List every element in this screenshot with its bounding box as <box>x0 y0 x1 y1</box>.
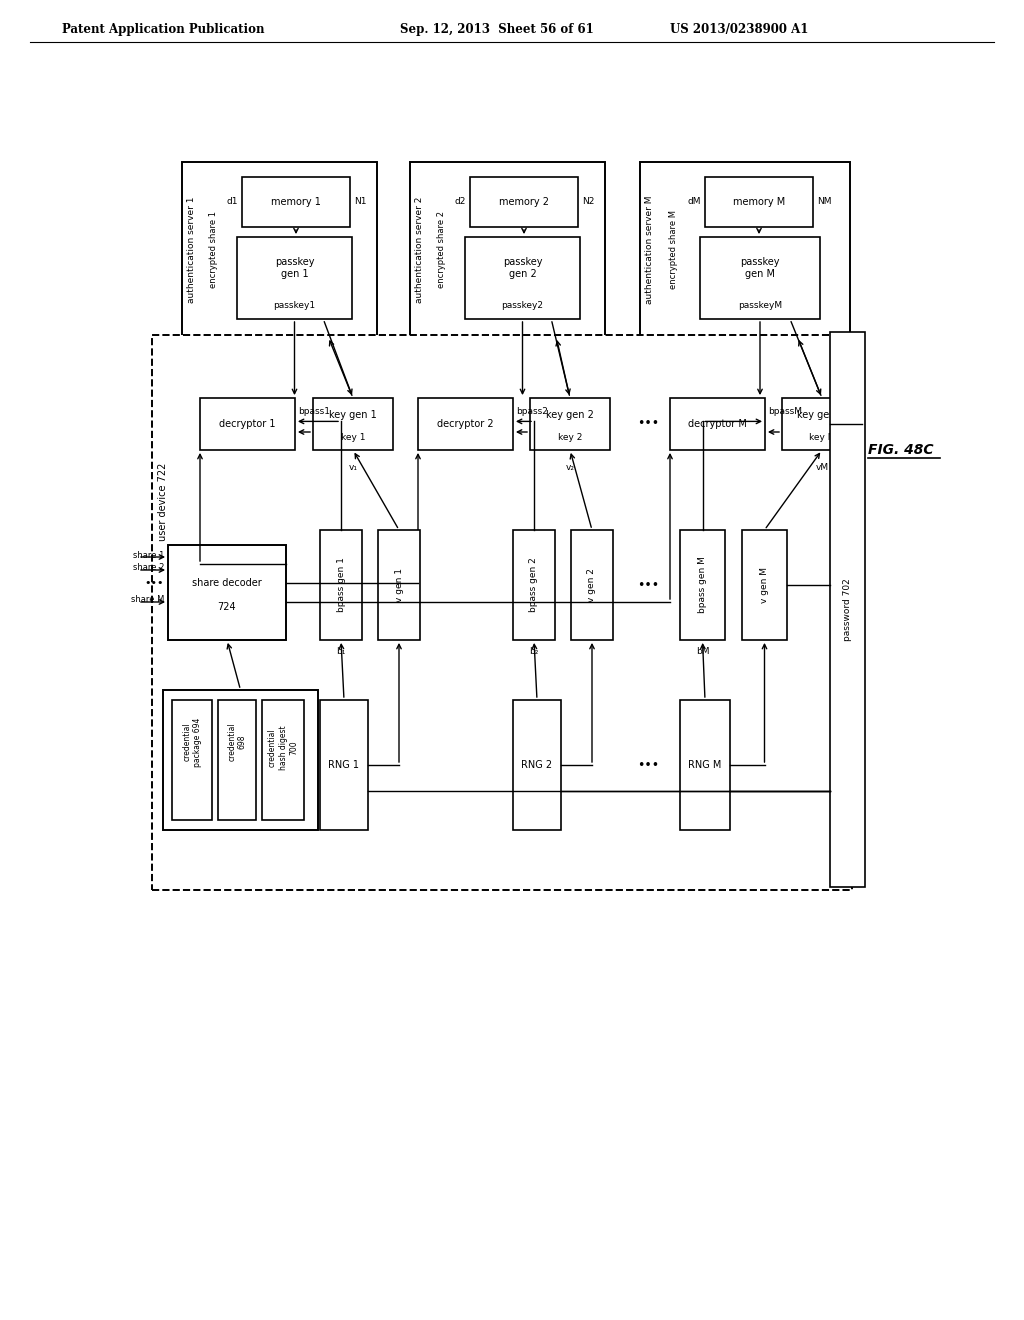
Text: authentication server M: authentication server M <box>645 195 654 304</box>
Bar <box>782 399 862 450</box>
Bar <box>242 177 350 227</box>
Bar <box>680 700 730 830</box>
Bar <box>313 399 393 450</box>
Bar <box>465 238 580 319</box>
Bar <box>418 399 513 450</box>
Bar <box>470 177 578 227</box>
Bar <box>705 177 813 227</box>
Text: credential
package 694: credential package 694 <box>182 717 202 767</box>
Text: v gen 1: v gen 1 <box>394 568 403 602</box>
Text: memory M: memory M <box>733 197 785 207</box>
Text: bpass gen 2: bpass gen 2 <box>529 557 539 612</box>
Bar <box>168 545 286 640</box>
Text: bpass gen M: bpass gen M <box>698 557 707 614</box>
Text: passkeyM: passkeyM <box>738 301 782 309</box>
Text: passkey
gen 1: passkey gen 1 <box>274 257 314 279</box>
Bar <box>218 700 256 820</box>
Text: bM: bM <box>695 648 710 656</box>
Text: •••: ••• <box>637 417 659 430</box>
Text: passkey1: passkey1 <box>273 301 315 309</box>
Bar <box>378 531 420 640</box>
Bar <box>700 238 820 319</box>
Text: share 1: share 1 <box>133 550 164 560</box>
Bar <box>680 531 725 640</box>
Bar <box>172 700 212 820</box>
Text: d1: d1 <box>226 198 238 206</box>
Text: authentication server 2: authentication server 2 <box>416 197 425 302</box>
Text: key gen M: key gen M <box>797 411 847 420</box>
Bar <box>200 399 295 450</box>
Bar <box>163 690 318 830</box>
Bar <box>513 700 561 830</box>
Text: share 2: share 2 <box>133 564 164 573</box>
Text: RNG 1: RNG 1 <box>329 760 359 770</box>
Text: RNG 2: RNG 2 <box>521 760 553 770</box>
Text: key M: key M <box>809 433 836 441</box>
Text: key gen 1: key gen 1 <box>329 411 377 420</box>
Text: key gen 2: key gen 2 <box>546 411 594 420</box>
Text: •••: ••• <box>144 578 164 587</box>
Text: b₁: b₁ <box>336 648 346 656</box>
Text: password 702: password 702 <box>843 578 852 642</box>
Text: credential
698: credential 698 <box>227 722 247 762</box>
Text: user device 722: user device 722 <box>158 462 168 541</box>
Text: passkey
gen 2: passkey gen 2 <box>503 257 543 279</box>
Text: •••: ••• <box>637 759 659 771</box>
Text: share decoder: share decoder <box>193 578 262 587</box>
Text: v gen M: v gen M <box>760 568 769 603</box>
Text: encrypted share 1: encrypted share 1 <box>210 211 218 288</box>
Text: bpass1: bpass1 <box>298 407 330 416</box>
Text: decryptor 1: decryptor 1 <box>219 418 275 429</box>
Text: key 1: key 1 <box>341 433 366 441</box>
Bar <box>182 162 377 337</box>
Text: v₁: v₁ <box>348 462 357 471</box>
Bar <box>640 162 850 337</box>
Text: encrypted share M: encrypted share M <box>669 210 678 289</box>
Text: NM: NM <box>817 198 831 206</box>
Text: Patent Application Publication: Patent Application Publication <box>62 24 264 37</box>
Bar <box>319 700 368 830</box>
Text: memory 1: memory 1 <box>271 197 321 207</box>
Text: N1: N1 <box>354 198 367 206</box>
Text: US 2013/0238900 A1: US 2013/0238900 A1 <box>670 24 808 37</box>
Text: passkey
gen M: passkey gen M <box>740 257 779 279</box>
Text: Sep. 12, 2013  Sheet 56 of 61: Sep. 12, 2013 Sheet 56 of 61 <box>400 24 594 37</box>
Text: bpassM: bpassM <box>768 407 802 416</box>
Text: authentication server 1: authentication server 1 <box>187 197 197 302</box>
Bar <box>530 399 610 450</box>
Bar <box>742 531 787 640</box>
Text: RNG M: RNG M <box>688 760 722 770</box>
Bar <box>830 333 865 887</box>
Text: credential
hash digest
700: credential hash digest 700 <box>268 726 298 771</box>
Text: 724: 724 <box>218 602 237 611</box>
Bar <box>670 399 765 450</box>
Bar <box>319 531 362 640</box>
Bar <box>513 531 555 640</box>
Bar <box>571 531 613 640</box>
Text: bpass gen 1: bpass gen 1 <box>337 557 345 612</box>
Bar <box>152 335 852 890</box>
Text: b₂: b₂ <box>529 648 539 656</box>
Text: N2: N2 <box>582 198 594 206</box>
Text: share M: share M <box>131 595 164 605</box>
Text: v gen 2: v gen 2 <box>588 568 597 602</box>
Text: encrypted share 2: encrypted share 2 <box>437 211 446 288</box>
Text: memory 2: memory 2 <box>499 197 549 207</box>
Bar <box>262 700 304 820</box>
Text: vM: vM <box>815 462 828 471</box>
Bar <box>410 162 605 337</box>
Text: passkey2: passkey2 <box>502 301 544 309</box>
Text: dM: dM <box>687 198 701 206</box>
Text: •••: ••• <box>637 578 659 591</box>
Text: decryptor M: decryptor M <box>688 418 746 429</box>
Bar <box>237 238 352 319</box>
Text: key 2: key 2 <box>558 433 583 441</box>
Text: decryptor 2: decryptor 2 <box>437 418 494 429</box>
Text: v₂: v₂ <box>565 462 574 471</box>
Text: FIG. 48C: FIG. 48C <box>868 444 934 457</box>
Text: bpass2: bpass2 <box>516 407 548 416</box>
Text: d2: d2 <box>455 198 466 206</box>
